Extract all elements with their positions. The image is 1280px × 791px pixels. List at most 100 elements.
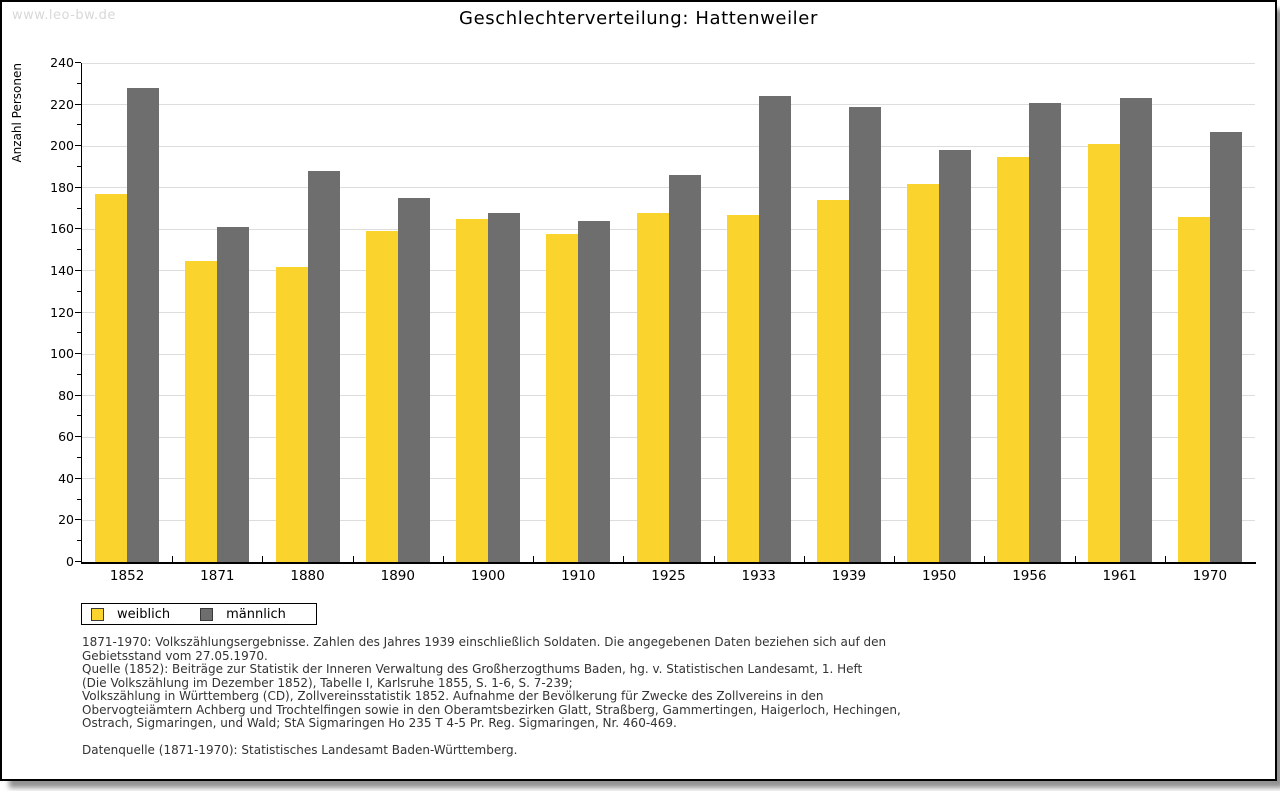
x-boundary-tick	[172, 556, 174, 562]
plot-area	[82, 62, 1255, 562]
x-tick-label-1956: 1956	[1012, 568, 1047, 584]
legend: weiblich männlich	[81, 603, 317, 625]
bar-weiblich-1933	[726, 214, 759, 562]
footnote-line: Gebietsstand vom 27.05.1970.	[82, 648, 268, 663]
y-tick-label-40: 40	[58, 470, 74, 486]
x-tick-label-1970: 1970	[1192, 568, 1228, 584]
bar-männlich-1961	[1119, 98, 1152, 562]
x-tick-label-1871: 1871	[200, 568, 235, 584]
y-tick-label-60: 60	[58, 429, 74, 445]
bar-weiblich-1961	[1087, 144, 1120, 562]
x-boundary-tick	[713, 556, 715, 562]
y-major-tick-160	[75, 228, 81, 230]
legend-swatch-maennlich-icon	[200, 607, 214, 621]
bar-weiblich-1871	[185, 260, 218, 562]
bar-weiblich-1880	[275, 266, 308, 562]
gridline-y-220	[82, 104, 1255, 106]
x-boundary-tick	[1074, 556, 1076, 562]
y-minor-tick-90	[77, 373, 81, 375]
x-boundary-tick	[442, 556, 444, 562]
x-boundary-tick	[894, 556, 896, 562]
bar-männlich-1925	[668, 175, 701, 562]
y-minor-tick-50	[77, 457, 81, 459]
legend-item-maennlich: männlich	[200, 607, 286, 622]
y-minor-tick-70	[77, 415, 81, 417]
y-major-tick-180	[75, 186, 81, 188]
bar-weiblich-1950	[907, 183, 940, 562]
y-minor-tick-110	[77, 332, 81, 334]
y-minor-tick-150	[77, 249, 81, 251]
y-tick-label-240: 240	[50, 55, 74, 70]
footnote-line: Quelle (1852): Beiträge zur Statistik de…	[82, 662, 863, 676]
x-boundary-tick	[533, 556, 535, 562]
x-tick-label-1933: 1933	[741, 568, 776, 584]
y-axis-line	[81, 63, 82, 564]
y-tick-label-160: 160	[50, 221, 74, 237]
bar-männlich-1933	[758, 96, 791, 562]
legend-item-weiblich: weiblich	[91, 607, 170, 622]
x-boundary-tick	[262, 556, 264, 562]
bar-weiblich-1939	[816, 200, 849, 562]
bar-männlich-1880	[307, 171, 340, 562]
chart-title: Geschlechterverteilung: Hattenweiler	[459, 8, 818, 29]
bar-männlich-1910	[578, 221, 611, 562]
x-tick-label-1852: 1852	[109, 568, 145, 584]
x-tick-label-1950: 1950	[921, 568, 957, 584]
bar-männlich-1871	[217, 227, 250, 562]
y-major-tick-120	[75, 311, 81, 313]
gridline-y-240	[82, 62, 1255, 64]
y-minor-tick-130	[77, 290, 81, 292]
y-major-tick-140	[75, 269, 81, 271]
bar-männlich-1852	[127, 87, 160, 562]
y-tick-label-140: 140	[50, 262, 74, 278]
bar-weiblich-1852	[95, 194, 128, 562]
y-major-tick-100	[75, 353, 81, 355]
y-major-tick-220	[75, 103, 81, 105]
bar-männlich-1956	[1029, 102, 1062, 562]
footnote-line: Obervogteiämtern Achberg und Trochtelfin…	[82, 702, 901, 717]
legend-label-maennlich: männlich	[226, 606, 286, 622]
gridline-y-200	[82, 145, 1255, 147]
y-tick-label-100: 100	[50, 346, 74, 362]
x-tick-label-1880: 1880	[290, 568, 325, 584]
bar-männlich-1890	[397, 198, 430, 562]
x-tick-label-1890: 1890	[380, 568, 415, 584]
bar-männlich-1939	[848, 106, 881, 562]
y-major-tick-20	[75, 519, 81, 521]
x-tick-label-1900: 1900	[470, 568, 506, 584]
y-minor-tick-170	[77, 207, 81, 209]
x-boundary-tick	[984, 556, 986, 562]
x-axis-line	[81, 562, 1256, 564]
y-major-tick-240	[75, 62, 81, 63]
y-tick-label-0: 0	[66, 554, 74, 569]
y-minor-tick-30	[77, 498, 81, 500]
y-minor-tick-230	[77, 82, 81, 84]
y-minor-tick-10	[77, 540, 81, 542]
footnote-line: 1871-1970: Volkszählungsergebnisse. Zahl…	[82, 635, 887, 649]
x-boundary-tick	[623, 556, 625, 562]
bar-weiblich-1970	[1177, 216, 1210, 562]
bar-weiblich-1925	[636, 212, 669, 562]
footnote-line: Ostrach, Sigmaringen, und Wald; StA Sigm…	[82, 716, 677, 730]
bar-männlich-1970	[1209, 131, 1242, 562]
bar-weiblich-1900	[456, 218, 489, 562]
footnotes: 1871-1970: Volkszählungsergebnisse. Zahl…	[82, 635, 1232, 758]
x-tick-label-1925: 1925	[651, 568, 686, 584]
y-major-tick-200	[75, 145, 81, 147]
bar-weiblich-1956	[997, 156, 1030, 562]
y-tick-label-120: 120	[50, 304, 74, 320]
footnote-line: (Die Volkszählung im Dezember 1852), Tab…	[82, 675, 573, 690]
bar-weiblich-1910	[546, 233, 579, 562]
bar-männlich-1950	[939, 150, 972, 562]
y-tick-label-20: 20	[58, 512, 74, 528]
y-major-tick-40	[75, 477, 81, 479]
legend-label-weiblich: weiblich	[117, 606, 171, 622]
legend-swatch-weiblich-icon	[91, 607, 104, 621]
y-minor-tick-190	[77, 165, 81, 167]
y-tick-label-180: 180	[50, 179, 74, 195]
y-major-tick-0	[75, 561, 81, 562]
x-tick-label-1961: 1961	[1102, 568, 1137, 584]
y-major-tick-80	[75, 394, 81, 396]
x-tick-label-1939: 1939	[831, 568, 867, 584]
x-tick-label-1910: 1910	[561, 568, 596, 584]
